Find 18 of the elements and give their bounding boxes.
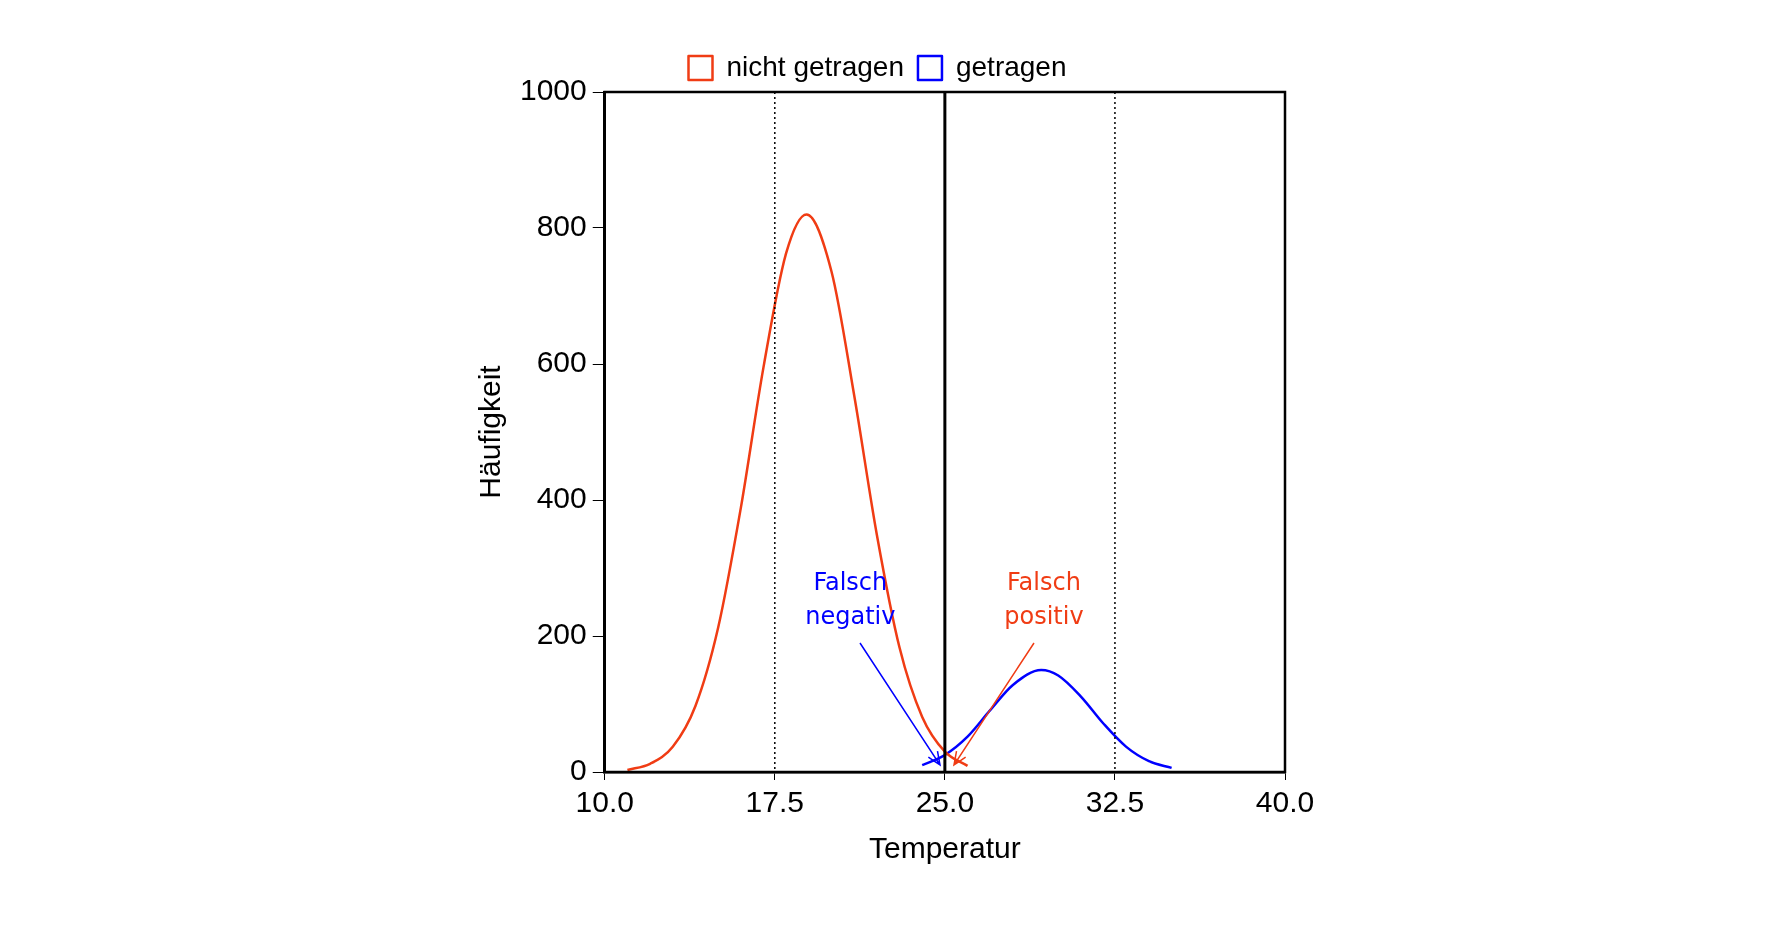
y-tick-label: 1000 [519,73,587,107]
y-tick-label: 200 [536,617,587,651]
x-tick-label: 32.5 [1085,785,1145,819]
x-tick-label: 10.0 [575,785,634,819]
x-tick-label: 40.0 [1255,785,1315,819]
line-series [626,213,969,772]
line-series [920,668,1173,770]
y-tick-label: 0 [570,753,587,787]
x-tick-label: 17.5 [745,785,804,819]
x-axis-title: Temperatur [869,831,1021,865]
legend-label: getragen [955,50,1067,82]
x-tick-label: 25.0 [915,785,975,819]
annotation: Falsch positiv [1004,567,1084,633]
y-tick-label: 800 [536,209,587,243]
legend-label: nicht getragen [726,50,904,82]
y-axis-title: Häufigkeit [473,364,507,499]
y-tick-label: 600 [536,345,587,379]
y-tick-label: 400 [536,481,587,515]
